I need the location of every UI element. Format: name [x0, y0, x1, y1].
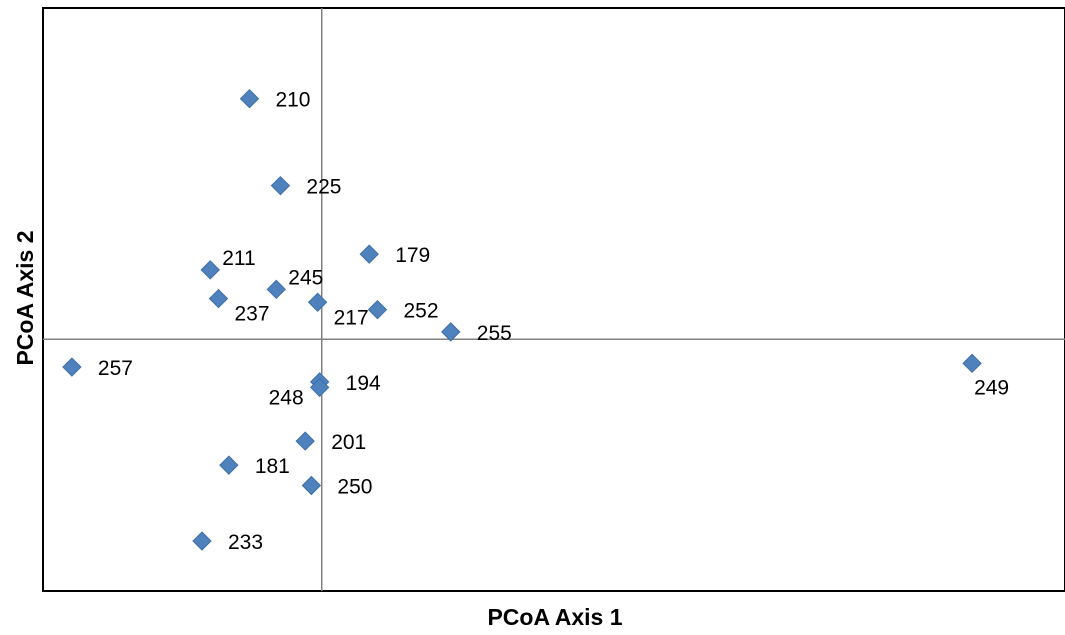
diamond-marker [367, 299, 388, 320]
data-point: 248 [269, 377, 330, 409]
diamond-marker [219, 455, 239, 475]
point-label: 249 [974, 376, 1009, 399]
diamond-marker [295, 431, 315, 451]
data-point: 179 [359, 244, 430, 267]
diamond-marker [62, 357, 82, 377]
point-label: 201 [331, 431, 366, 454]
diamond-marker [192, 531, 212, 551]
data-point: 210 [239, 88, 311, 112]
point-label: 225 [306, 176, 341, 199]
data-point: 211 [200, 247, 256, 280]
point-label: 237 [234, 303, 269, 326]
data-point: 237 [208, 288, 270, 326]
point-label: 217 [334, 306, 369, 329]
points-layer: 210 225 179 211 245 237 217 252 255 257 249 194 248 2… [62, 88, 1009, 554]
point-label: 181 [255, 455, 290, 478]
diamond-marker [307, 292, 328, 312]
diamond-marker [441, 322, 461, 342]
point-label: 250 [337, 476, 372, 499]
point-label: 245 [288, 266, 323, 289]
diamond-marker [359, 244, 379, 264]
diamond-marker [962, 353, 982, 374]
diamond-marker [239, 88, 260, 109]
point-label: 252 [403, 300, 438, 323]
data-point: 201 [295, 431, 366, 454]
point-label: 248 [269, 386, 304, 409]
data-point: 225 [270, 175, 341, 199]
point-label: 255 [477, 322, 512, 345]
y-axis-title: PCoA Axis 2 [12, 230, 38, 365]
point-label: 257 [98, 357, 133, 380]
data-point: 255 [441, 322, 512, 345]
data-point: 233 [192, 531, 263, 554]
plot-frame [42, 7, 1065, 592]
data-point: 181 [219, 455, 290, 478]
diamond-marker [200, 260, 220, 280]
point-label: 233 [228, 531, 263, 554]
data-point: 245 [266, 266, 323, 300]
data-point: 257 [62, 357, 133, 380]
point-label: 211 [222, 247, 255, 270]
point-label: 210 [275, 89, 310, 112]
point-label: 179 [395, 244, 430, 267]
diamond-marker [270, 175, 291, 196]
diamond-marker [301, 475, 322, 496]
data-point: 249 [962, 353, 1009, 399]
diamond-marker [208, 288, 229, 309]
data-point: 252 [367, 299, 439, 323]
data-point: 250 [301, 475, 372, 499]
data-point: 217 [307, 292, 369, 329]
point-label: 194 [346, 372, 381, 395]
x-axis-title: PCoA Axis 1 [487, 604, 622, 630]
diamond-marker [266, 279, 287, 300]
diamond-marker [309, 377, 330, 398]
